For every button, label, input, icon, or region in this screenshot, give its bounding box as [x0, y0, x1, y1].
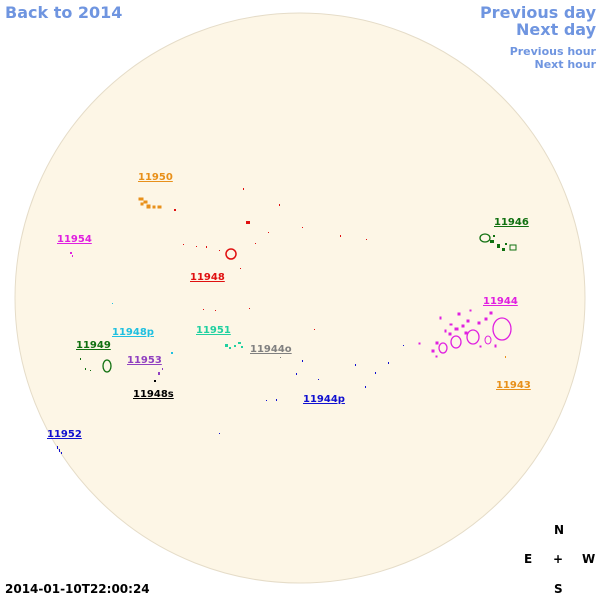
region-label-11948p[interactable]: 11948p	[112, 327, 154, 338]
back-to-year-link[interactable]: Back to 2014	[5, 3, 123, 22]
sunspot-group-11948	[174, 188, 367, 269]
compass-center: +	[553, 552, 564, 566]
region-label-11950[interactable]: 11950	[138, 172, 173, 183]
region-label-11953[interactable]: 11953	[127, 355, 162, 366]
region-label-11946[interactable]: 11946	[494, 217, 529, 228]
previous-day-link[interactable]: Previous day	[479, 3, 596, 22]
observation-timestamp: 2014-01-10T22:00:24	[5, 582, 150, 596]
sunspot-group-11950	[138, 197, 162, 209]
next-hour-link[interactable]: Next hour	[534, 58, 597, 71]
compass-south: S	[554, 582, 563, 596]
sunspot-group-11943	[505, 356, 506, 358]
sunspot-misc	[203, 308, 315, 330]
region-label-11949[interactable]: 11949	[76, 340, 111, 351]
sunspot-group-11951	[225, 342, 243, 349]
sunspot-group-11944o	[280, 357, 281, 358]
sunspot-group-11944	[418, 309, 512, 358]
region-label-11954[interactable]: 11954	[57, 234, 92, 245]
sunspot-group-11953	[158, 368, 163, 375]
region-label-11944p[interactable]: 11944p	[303, 394, 345, 405]
compass-east: E	[524, 552, 533, 566]
sunspot-group-11949	[80, 358, 112, 373]
solar-disk	[14, 12, 586, 584]
compass-north: N	[554, 523, 565, 537]
previous-hour-link[interactable]: Previous hour	[509, 45, 596, 58]
sunspot-group-11952	[57, 446, 62, 454]
region-label-11944[interactable]: 11944	[483, 296, 518, 307]
region-label-11951[interactable]: 11951	[196, 325, 231, 336]
region-label-11948[interactable]: 11948	[190, 272, 225, 283]
region-label-11943[interactable]: 11943	[496, 380, 531, 391]
compass-west: W	[582, 552, 596, 566]
sunspot-group-11944p	[219, 345, 404, 434]
sunspot-group-11954	[70, 252, 73, 257]
region-label-11948s[interactable]: 11948s	[133, 389, 174, 400]
sunspot-group-11946	[479, 233, 517, 251]
sunspot-group-11948p	[112, 303, 173, 354]
next-day-link[interactable]: Next day	[516, 20, 596, 39]
region-label-11952[interactable]: 11952	[47, 429, 82, 440]
sunspot-group-11948s	[154, 380, 156, 382]
region-label-11944o[interactable]: 11944o	[250, 344, 292, 355]
